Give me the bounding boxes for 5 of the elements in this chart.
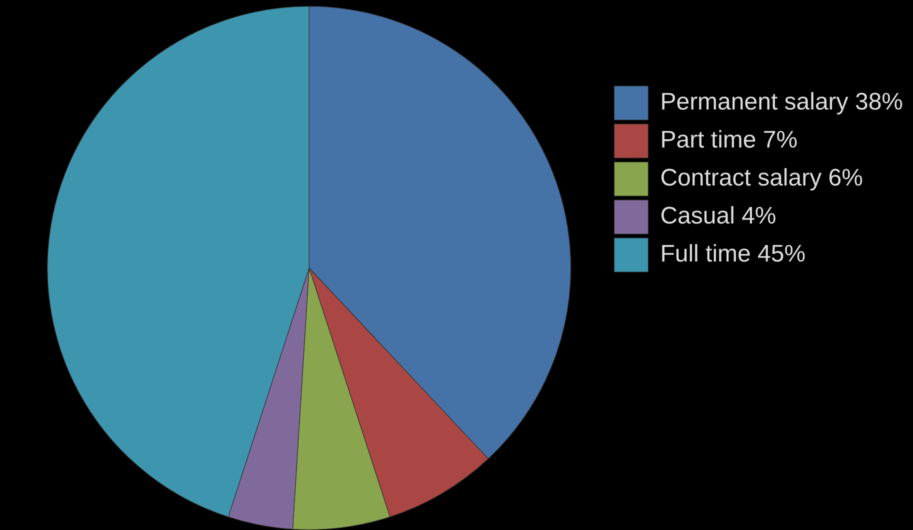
legend-label: Contract salary 6% (660, 164, 863, 192)
legend-label: Permanent salary 38% (660, 88, 904, 116)
legend-label: Part time 7% (660, 126, 798, 154)
legend-label: Full time 45% (660, 240, 806, 268)
legend-label: Casual 4% (660, 202, 776, 230)
